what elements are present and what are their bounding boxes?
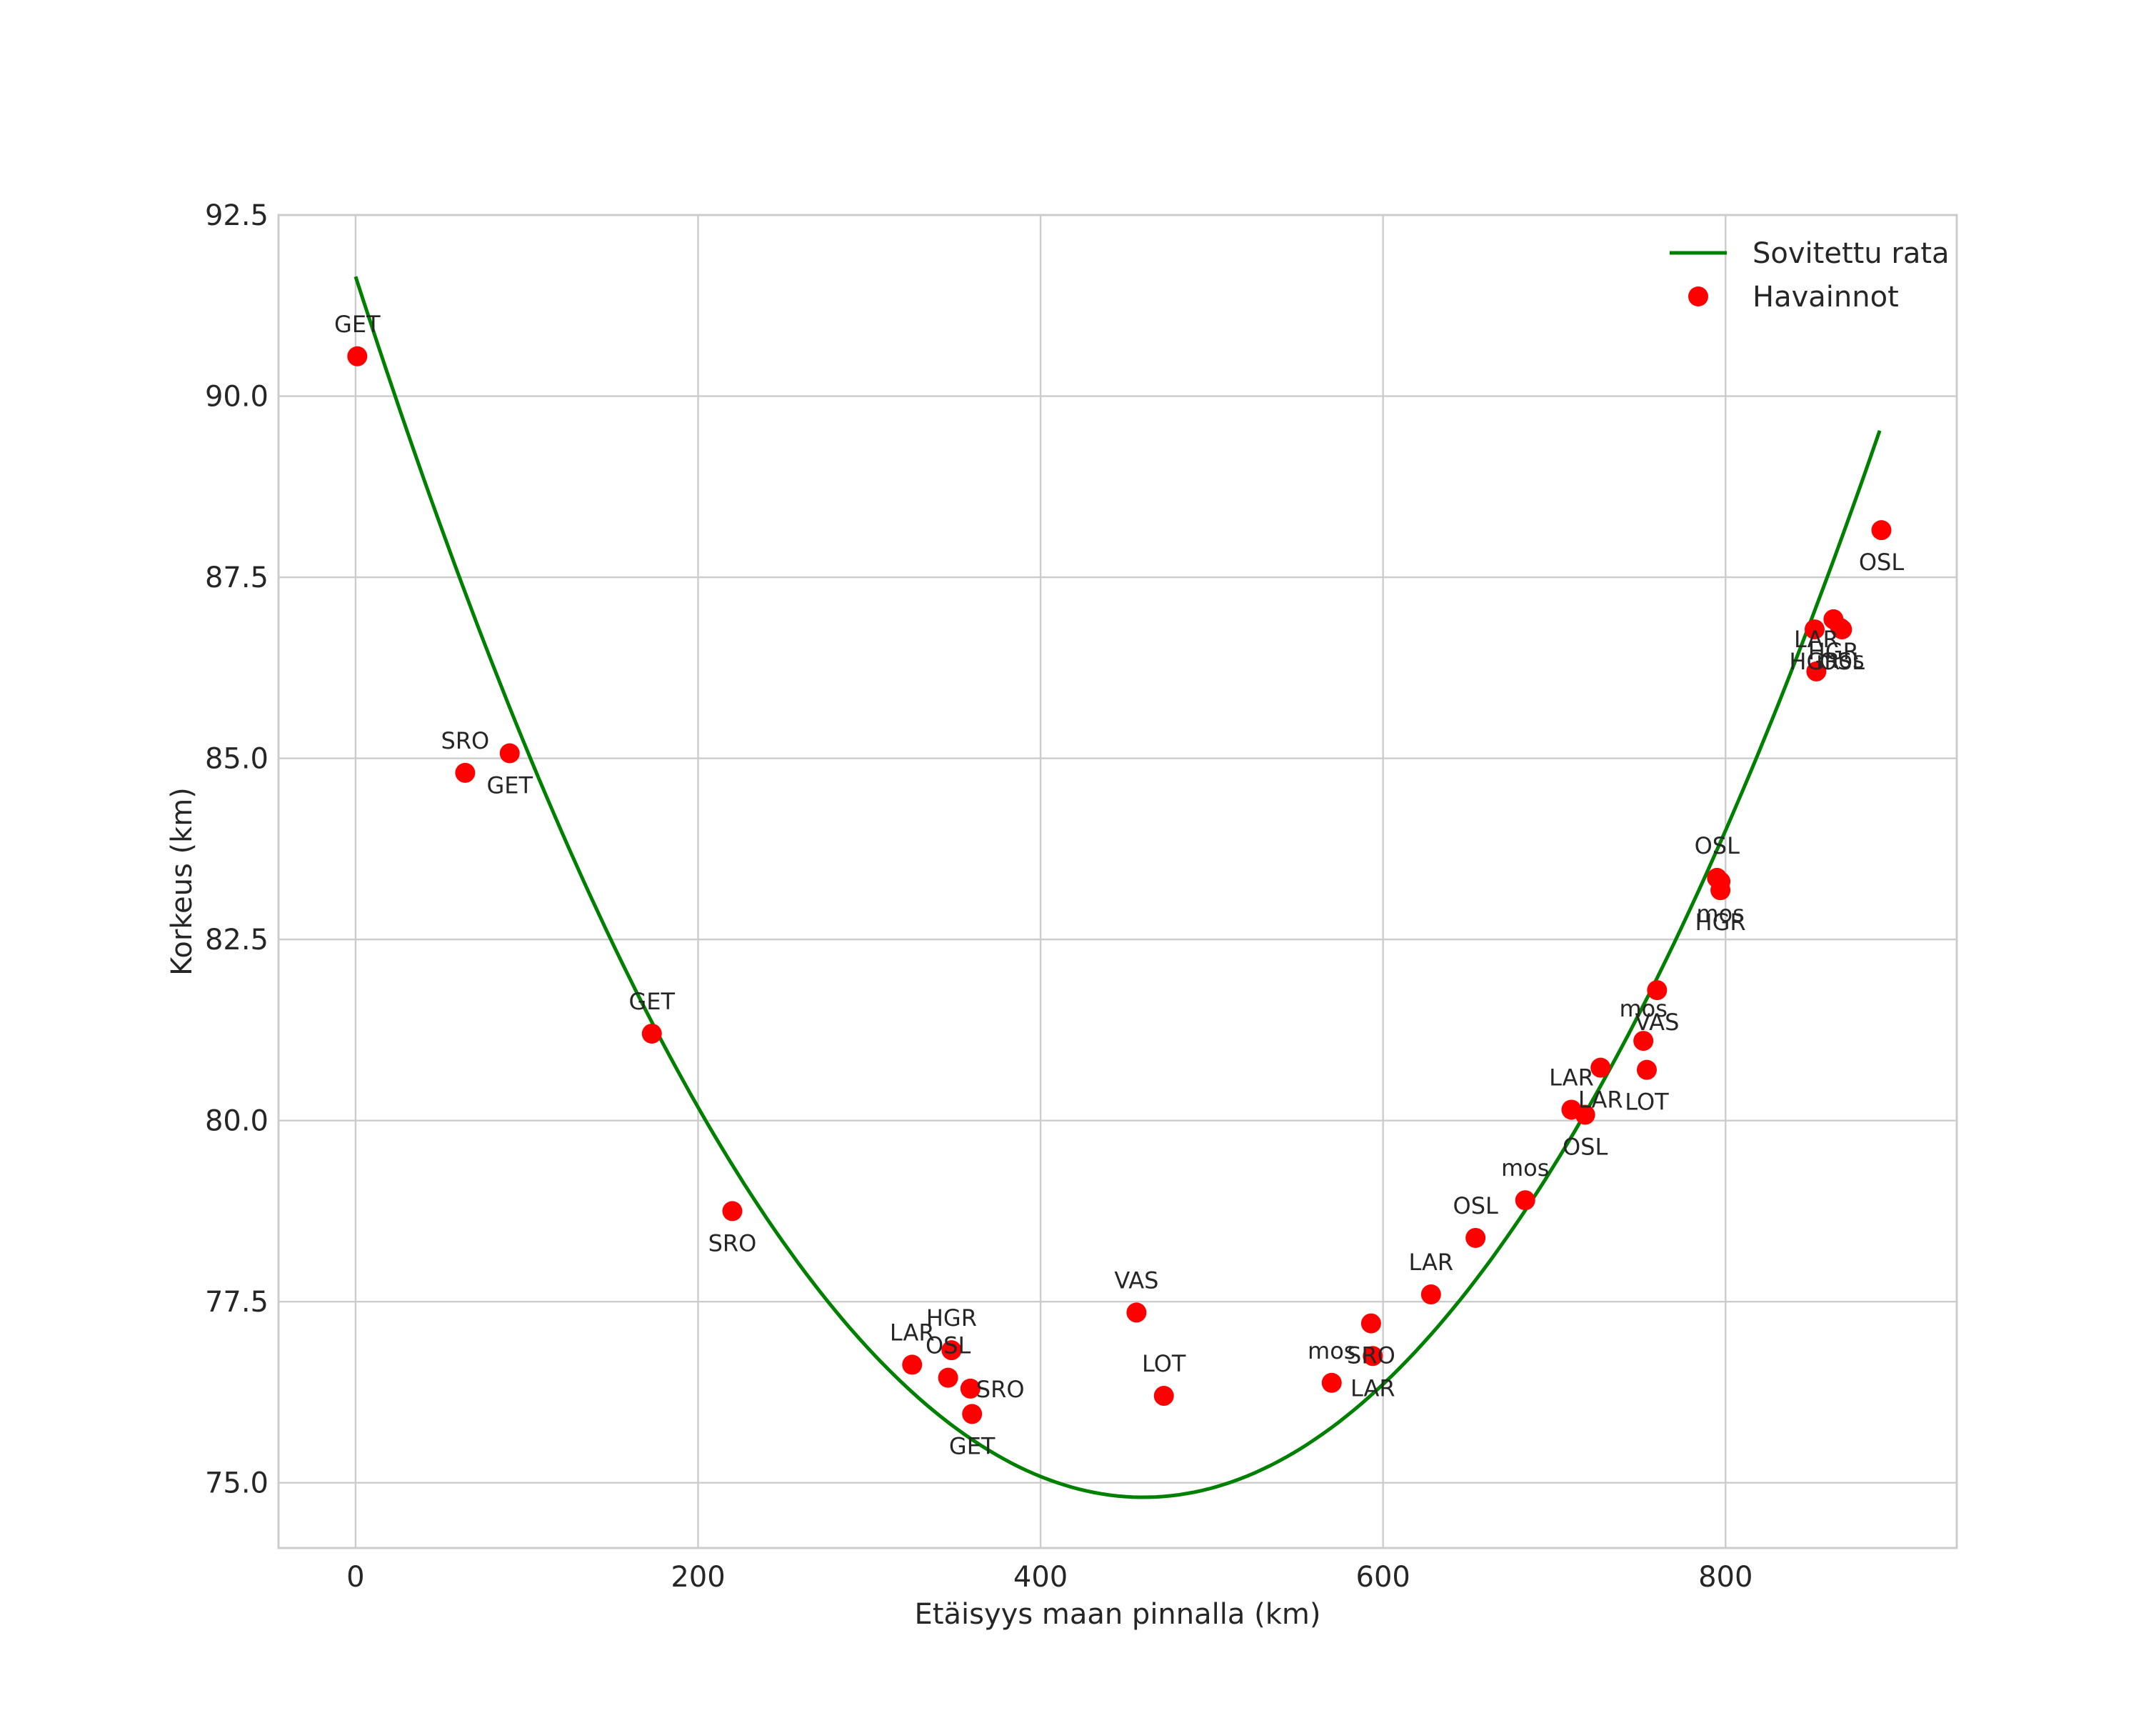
point-label: mos [1308,1337,1355,1364]
y-axis-ticks: 75.0 77.5 80.0 82.5 85.0 87.5 90.0 92.5 [205,199,269,1500]
observation-point [960,1378,981,1399]
observation-point [902,1354,923,1375]
point-label: mos [1501,1154,1549,1182]
observation-point [1806,661,1827,681]
observation-point [941,1340,962,1361]
y-tick-label: 85.0 [205,743,269,776]
observation-point [347,346,368,366]
point-label: OSL [1453,1192,1499,1219]
point-label: OSL [1563,1134,1608,1161]
point-label: VAS [1114,1267,1158,1294]
x-axis-title: Etäisyys maan pinnalla (km) [915,1598,1321,1631]
point-label: SRO [976,1376,1025,1403]
observation-points-layer [347,346,1892,1424]
observation-point [1153,1386,1174,1407]
observation-point [455,762,476,783]
fitted-curve [354,276,1882,1499]
point-label: HGR [1695,909,1746,936]
point-label: HGR [926,1304,977,1332]
y-tick-label: 75.0 [205,1467,269,1500]
observation-point [1363,1346,1383,1367]
point-label: GET [486,771,533,799]
observation-point [1832,619,1852,640]
legend-label-fitted: Sovitettu rata [1753,237,1950,270]
y-tick-label: 80.0 [205,1105,269,1138]
point-label: HGR [1808,638,1859,665]
point-label: SRO [1347,1342,1395,1369]
point-label: HGR [1789,648,1840,675]
observation-point [1321,1372,1342,1393]
observation-point [938,1367,958,1388]
legend-marker-swatch [1688,286,1708,306]
point-label: LAR [1350,1374,1395,1402]
observation-point [1515,1190,1535,1211]
observation-point [1420,1284,1441,1305]
grid [279,214,1957,1548]
point-label: SRO [708,1229,757,1257]
x-tick-label: 400 [1013,1561,1068,1594]
point-label: LAR [1578,1087,1623,1114]
x-tick-label: 200 [671,1561,725,1594]
legend-label-observations: Havainnot [1753,281,1899,314]
point-label: OSL [1859,549,1905,576]
point-label: mos [1816,646,1864,674]
y-tick-label: 90.0 [205,381,269,414]
point-label: LAR [1549,1064,1594,1091]
x-tick-label: 0 [346,1561,364,1594]
fitted-curve-layer [354,276,1882,1499]
observation-point [722,1201,743,1222]
observation-point [499,743,520,764]
observation-point [1633,1031,1654,1052]
observation-point [1590,1057,1611,1078]
point-label: OSL [1820,648,1865,675]
y-tick-label: 87.5 [205,561,269,594]
observation-point [1465,1227,1486,1248]
y-tick-label: 92.5 [205,199,269,232]
point-label: GET [334,311,381,338]
observation-point [1126,1302,1147,1323]
point-label: SRO [441,727,490,754]
observation-point [1636,1059,1657,1080]
point-label: GET [949,1432,996,1459]
point-label: VAS [1635,1009,1679,1036]
point-label: mos [1619,995,1667,1022]
point-label: mos [1696,900,1744,927]
point-label: LAR [1408,1249,1453,1276]
observation-point [1710,872,1731,892]
observation-point [1647,980,1668,1001]
point-label: LAR [890,1319,935,1346]
point-label: GET [628,988,675,1015]
y-tick-label: 82.5 [205,924,269,957]
y-tick-label: 77.5 [205,1286,269,1319]
x-axis-ticks: 0 200 400 600 800 [346,1561,1753,1594]
observation-point [1804,619,1825,640]
point-label: OSL [1695,832,1740,859]
observation-point [1575,1104,1595,1125]
observation-point [1360,1313,1381,1334]
observation-point [641,1023,662,1044]
plot-frame [277,214,1958,1549]
point-label: LOT [1625,1089,1669,1116]
point-label: LAR [1794,626,1839,653]
observation-point [962,1404,983,1424]
observation-point [1871,520,1892,541]
legend: Sovitettu rata Havainnot [1670,237,1950,314]
point-label: OSL [926,1332,971,1359]
x-tick-label: 600 [1356,1561,1410,1594]
point-label: LOT [1142,1350,1186,1377]
y-axis-title: Korkeus (km) [166,787,199,976]
x-tick-label: 800 [1698,1561,1753,1594]
